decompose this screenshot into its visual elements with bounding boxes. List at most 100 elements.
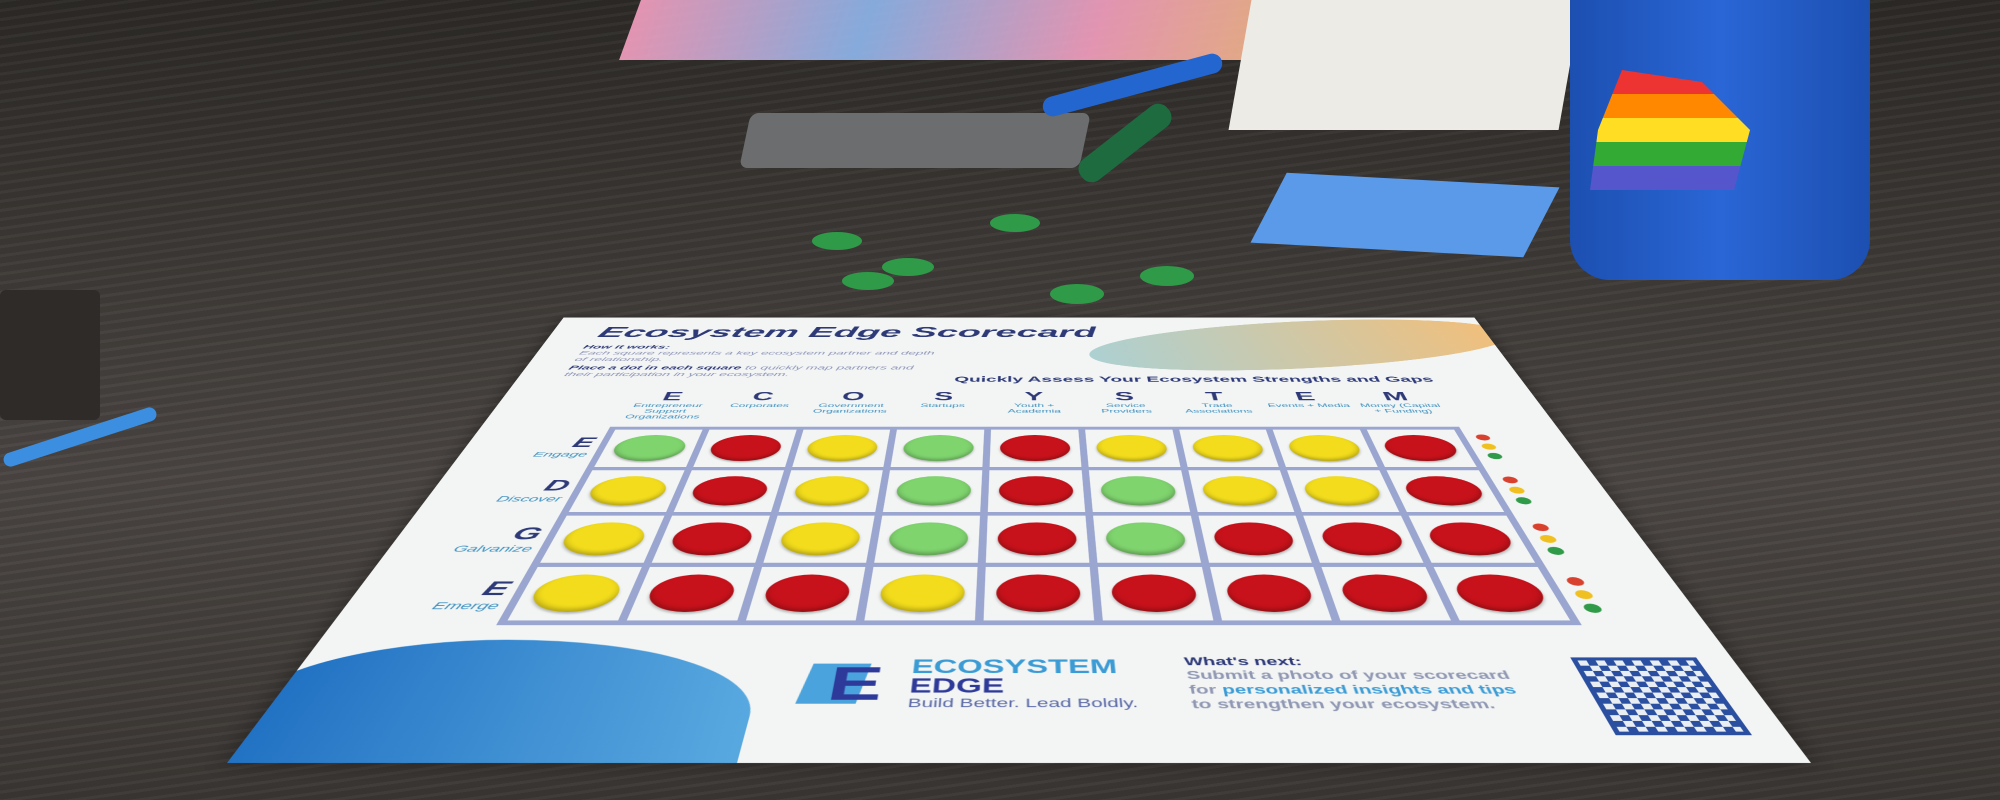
grid-cell[interactable] — [1097, 566, 1214, 621]
row-name: Discover — [494, 494, 564, 504]
row-name: Engage — [531, 450, 590, 459]
red-chip — [1379, 435, 1464, 462]
grid-cell[interactable] — [673, 470, 784, 512]
grid-cell[interactable] — [1433, 566, 1571, 621]
column-letter: M — [1379, 389, 1411, 403]
legend-dot — [1513, 497, 1534, 505]
legend-dot — [1572, 590, 1596, 600]
grid-cell[interactable] — [626, 566, 754, 621]
column-header: Y Youth + Academia — [988, 390, 1081, 420]
grid-cell[interactable] — [568, 470, 685, 512]
scorecard: Ecosystem Edge Scorecard How it works: E… — [227, 317, 1811, 763]
grid-cell[interactable] — [1198, 515, 1313, 563]
green-chip — [887, 522, 969, 556]
red-chip — [1316, 522, 1409, 556]
grid-cell[interactable] — [1088, 470, 1190, 512]
whats-next-line3: to strengthen your ecosystem. — [1190, 697, 1498, 712]
column-name: Trade Associations — [1184, 402, 1254, 414]
grid-cell[interactable] — [987, 470, 1086, 512]
green-chip — [901, 435, 975, 462]
grid-cell[interactable] — [1209, 566, 1333, 621]
legend-dot — [1564, 577, 1587, 586]
green-chip — [990, 214, 1040, 232]
green-chip — [1050, 284, 1104, 304]
scorecard-title: Ecosystem Edge Scorecard — [594, 324, 1098, 341]
grid-cell[interactable] — [883, 470, 983, 512]
red-chip — [1336, 574, 1436, 612]
grid-cell[interactable] — [693, 429, 797, 467]
whats-next-line2a: for — [1187, 682, 1224, 697]
row-label: E Engage — [472, 427, 604, 468]
row-name: Emerge — [429, 599, 503, 612]
grid-cell[interactable] — [1179, 429, 1280, 467]
legend-dot — [1500, 476, 1520, 484]
grid-cell[interactable] — [864, 566, 978, 621]
tagline: Quickly Assess Your Ecosystem Strengths … — [953, 375, 1436, 384]
decorative-swoosh — [1078, 317, 1534, 380]
grid-cell[interactable] — [1386, 470, 1505, 512]
grid-cell[interactable] — [890, 429, 985, 467]
logo-line2: EDGE — [908, 674, 1005, 697]
grid-cell[interactable] — [1303, 515, 1424, 563]
grid-cell[interactable] — [1321, 566, 1452, 621]
qr-code[interactable] — [1570, 657, 1753, 736]
grid-cell[interactable] — [1085, 429, 1181, 467]
red-chip — [705, 435, 786, 462]
red-chip — [996, 574, 1082, 612]
whats-next-line1: Submit a photo of your scorecard — [1185, 668, 1513, 682]
column-letter: E — [1292, 389, 1318, 403]
yellow-chip — [1284, 435, 1366, 462]
whats-next-heading: What's next: — [1183, 654, 1304, 668]
grid-cell[interactable] — [778, 470, 884, 512]
how-text: Each square represents a key ecosystem p… — [573, 350, 935, 363]
grid-cell[interactable] — [594, 429, 703, 467]
grid-cell[interactable] — [874, 515, 981, 563]
column-name: Entrepreneur Support Organizations — [623, 402, 704, 420]
green-chip — [882, 258, 934, 276]
grid-cell[interactable] — [540, 515, 665, 563]
column-header: T Trade Associations — [1168, 390, 1268, 420]
red-chip — [666, 522, 757, 556]
column-letter: O — [840, 389, 866, 403]
red-chip — [642, 574, 740, 612]
grid-cell[interactable] — [989, 429, 1082, 467]
instructions: How it works: Each square represents a k… — [562, 344, 945, 378]
legend-dot — [1581, 603, 1605, 613]
column-letter: S — [1113, 389, 1135, 403]
yellow-chip — [878, 574, 966, 612]
red-chip — [1449, 574, 1554, 612]
yellow-chip — [1199, 476, 1282, 506]
logo-line1: ECOSYSTEM — [910, 655, 1119, 678]
grid-cell[interactable] — [745, 566, 866, 621]
red-chip — [999, 435, 1071, 462]
column-headers: E Entrepreneur Support Organizations C Corp… — [614, 390, 1455, 420]
grid-cell[interactable] — [507, 566, 642, 621]
row-letter: G — [508, 524, 547, 544]
green-chip — [607, 435, 691, 462]
grid-cell[interactable] — [791, 429, 891, 467]
ecosystem-edge-logo: E ECOSYSTEM EDGE Build Better. Lead Bold… — [795, 655, 1139, 711]
red-chip — [998, 476, 1074, 506]
grid-cell[interactable] — [1188, 470, 1295, 512]
yellow-chip — [1095, 435, 1169, 462]
grid-cell[interactable] — [1408, 515, 1536, 563]
grid-cell[interactable] — [1272, 429, 1378, 467]
grid-cell[interactable] — [1366, 429, 1477, 467]
place-bold: Place a dot in each square — [567, 364, 743, 371]
column-letter: E — [659, 389, 686, 403]
column-name: Events + Media — [1266, 402, 1352, 409]
column-name: Service Providers — [1100, 402, 1153, 414]
column-header: E Entrepreneur Support Organizations — [614, 390, 720, 420]
notebook — [0, 290, 100, 420]
grid-cell[interactable] — [983, 566, 1095, 621]
legend-dot — [1545, 546, 1567, 556]
scorecard-grid — [496, 426, 1582, 626]
grid-cell[interactable] — [1093, 515, 1201, 563]
yellow-chip — [1189, 435, 1268, 462]
grid-cell[interactable] — [985, 515, 1090, 563]
grid-cell[interactable] — [1287, 470, 1400, 512]
whats-next-highlight: personalized insights and tips — [1220, 682, 1519, 697]
legend-dot — [1507, 486, 1527, 494]
grid-cell[interactable] — [651, 515, 770, 563]
grid-cell[interactable] — [763, 515, 875, 563]
